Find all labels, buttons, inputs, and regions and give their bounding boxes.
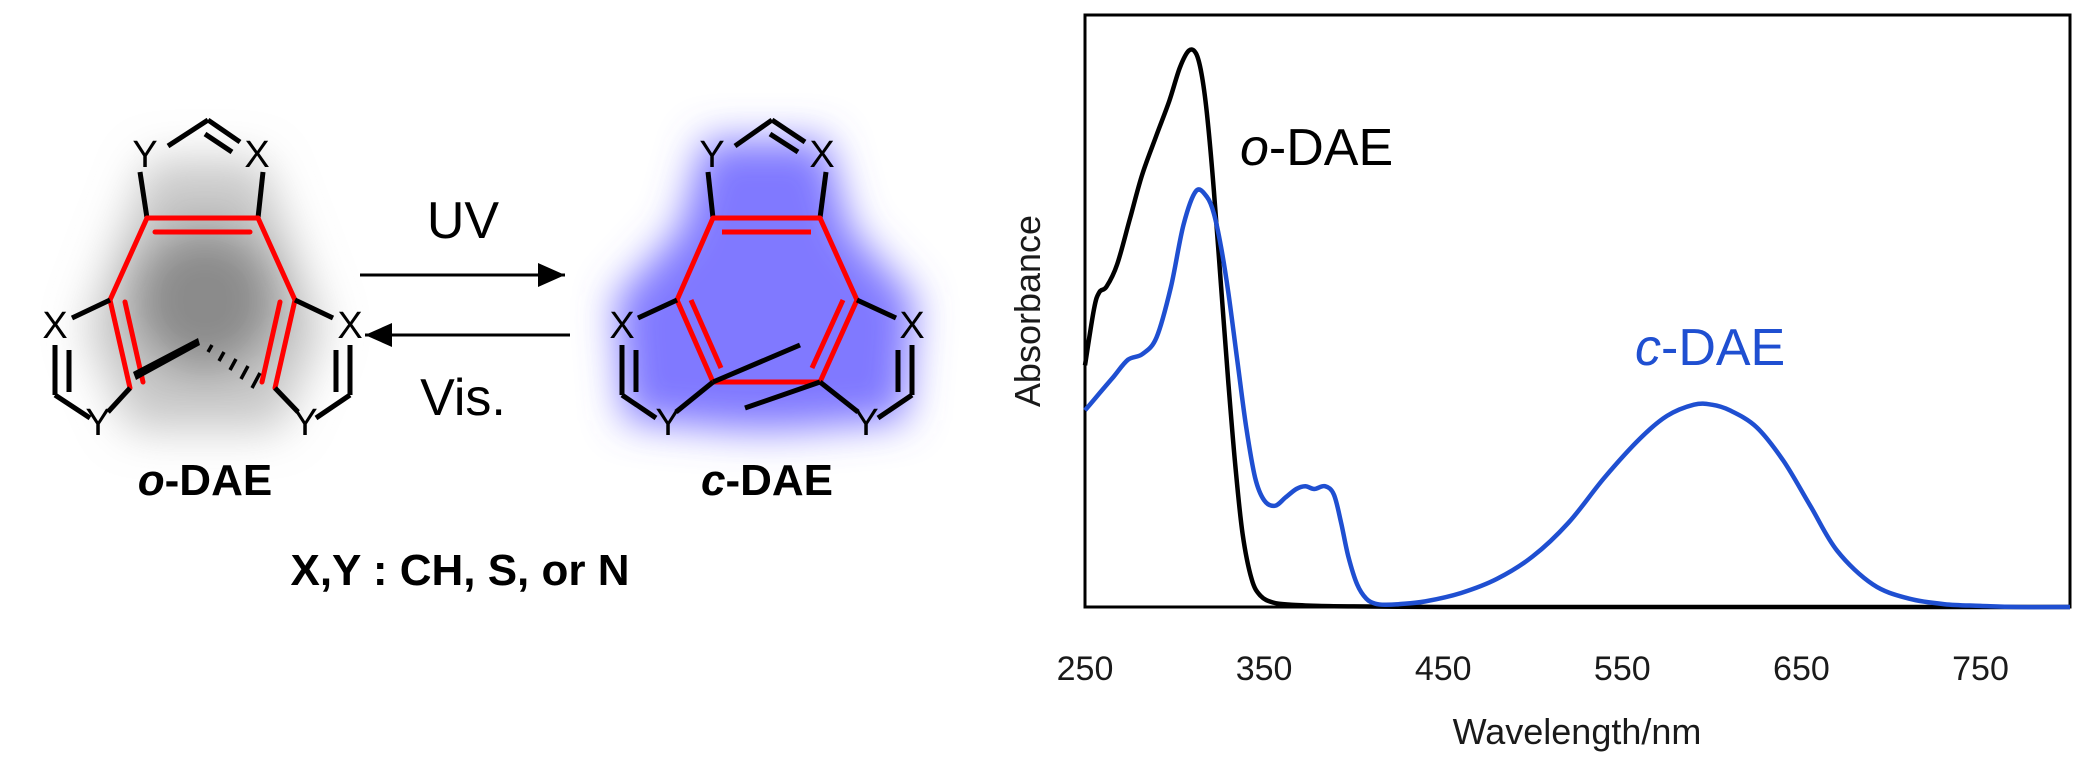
series-label-c-dae: c-DAE <box>1635 319 1785 377</box>
open-core-bonds <box>107 215 298 391</box>
closed-right-ring <box>818 297 915 421</box>
closed-isomer-glow <box>615 140 915 430</box>
closed-left-atom-x: X <box>609 305 634 347</box>
closed-methyl-groups <box>712 342 821 411</box>
open-isomer-shadow <box>85 160 325 430</box>
closed-isomer-label: c-DAE <box>701 456 833 505</box>
x-tick-labels: 250 350 450 550 650 750 <box>1057 650 2009 688</box>
x-tick-label-450: 450 <box>1415 650 1472 688</box>
reverse-arrow-label: Vis. <box>420 369 506 427</box>
series-line-c-dae <box>1083 187 2071 610</box>
photoswitch-arrows: UV Vis. <box>360 192 570 427</box>
closed-right-atom-x: X <box>899 305 924 347</box>
open-top-atom-y: Y <box>132 134 157 176</box>
series-labels: o-DAE c-DAE <box>1240 119 1785 377</box>
closed-right-atom-y: Y <box>853 402 878 444</box>
closed-isomer-structure: Y X X Y X Y <box>609 117 925 505</box>
open-top-ring <box>137 117 266 219</box>
x-tick-label-750: 750 <box>1952 650 2009 688</box>
closed-left-atom-y: Y <box>655 402 680 444</box>
open-right-atom-x: X <box>337 305 362 347</box>
open-top-atom-x: X <box>244 134 269 176</box>
series-label-o-dae: o-DAE <box>1240 119 1393 177</box>
x-tick-label-550: 550 <box>1594 650 1651 688</box>
closed-left-ring <box>619 297 715 421</box>
series-line-o-dae <box>1082 47 2070 610</box>
open-left-atom-x: X <box>42 305 67 347</box>
forward-arrow-label: UV <box>427 192 500 250</box>
closed-top-atom-y: Y <box>699 134 724 176</box>
open-isomer-label: o-DAE <box>138 456 272 505</box>
absorbance-spectrum-chart: 250 350 450 550 650 750 o-DAE c-DAE Wavelength… <box>1007 13 2072 752</box>
substituent-note: X,Y : CH, S, or N <box>290 546 629 595</box>
series-layer <box>1082 47 2071 610</box>
open-left-atom-y: Y <box>85 402 110 444</box>
open-right-ring <box>273 297 353 421</box>
x-tick-label-250: 250 <box>1057 650 1114 688</box>
x-tick-label-650: 650 <box>1773 650 1830 688</box>
open-left-ring <box>52 297 132 421</box>
open-right-atom-y: Y <box>292 402 317 444</box>
open-methyl-groups <box>133 338 262 389</box>
y-axis-title: Absorbance <box>1007 215 1048 407</box>
open-isomer-structure: Y X X Y X <box>42 117 363 505</box>
x-tick-label-350: 350 <box>1236 650 1293 688</box>
x-axis-title: Wavelength/nm <box>1453 711 1702 752</box>
closed-top-atom-x: X <box>809 134 834 176</box>
closed-top-ring <box>705 117 829 219</box>
